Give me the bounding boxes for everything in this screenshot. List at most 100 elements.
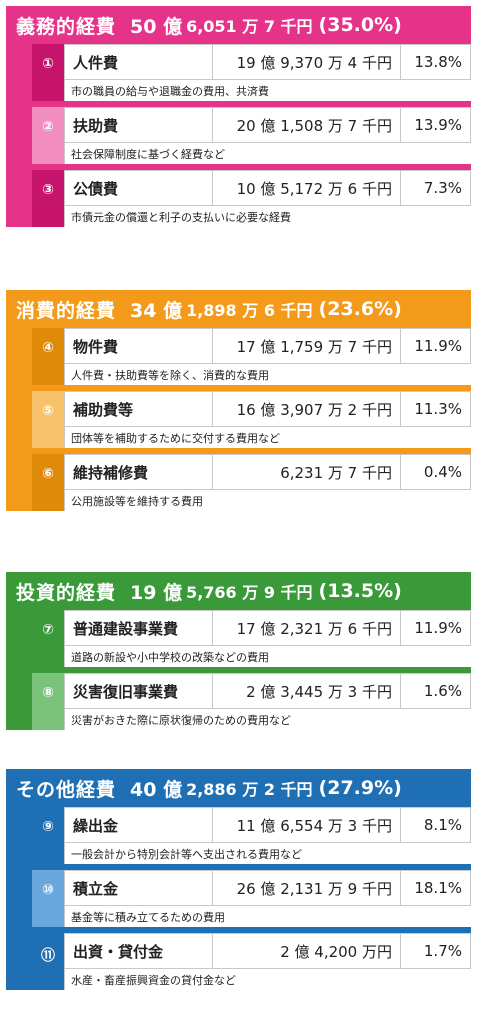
item-description: 市の職員の給与や退職金の費用、共済費 <box>64 79 471 101</box>
item-content: 人件費 19 億 9,370 万 4 千円 13.8% 市の職員の給与や退職金の費用、… <box>64 44 471 101</box>
item-number: ⑨ <box>32 807 64 864</box>
row-divider <box>32 927 471 933</box>
item-content: 繰出金 11 億 6,554 万 3 千円 8.1% 一般会計から特別会計等へ支出され… <box>64 807 471 864</box>
item-content: 扶助費 20 億 1,508 万 7 千円 13.9% 社会保障制度に基づく経費など <box>64 107 471 164</box>
expense-section: 投資的経費 19 億 5,766 万 9 千円 (13.5%) ⑦ 普通建設事業費 17 億… <box>6 572 471 730</box>
section-total-oku: 40 億 <box>130 778 183 801</box>
item-percent: 11.9% <box>401 611 471 645</box>
item-main-line: 積立金 26 億 2,131 万 9 千円 18.1% <box>64 870 471 905</box>
item-description: 一般会計から特別会計等へ支出される費用など <box>64 842 471 864</box>
item-percent: 0.4% <box>401 455 471 489</box>
section-total-percent: (23.6%) <box>318 298 402 320</box>
item-content: 維持補修費 6,231 万 7 千円 0.4% 公用施設等を維持する費用 <box>64 454 471 511</box>
section-total-percent: (13.5%) <box>318 580 402 602</box>
section-side-bar <box>6 328 32 511</box>
item-number-label: ⑧ <box>42 685 54 701</box>
item-name: 公債費 <box>65 171 213 205</box>
item-amount: 2 億 4,200 万円 <box>213 934 401 968</box>
item-name: 普通建設事業費 <box>65 611 213 645</box>
item-description: 市債元金の償還と利子の支払いに必要な経費 <box>64 205 471 227</box>
item-number-label: ⑪ <box>41 948 55 964</box>
item-amount: 2 億 3,445 万 3 千円 <box>213 674 401 708</box>
expense-section: 義務的経費 50 億 6,051 万 7 千円 (35.0%) ① 人件費 19 億 9,3… <box>6 6 471 227</box>
section-body: ① 人件費 19 億 9,370 万 4 千円 13.8% 市の職員の給与や退職金の費用… <box>6 44 471 227</box>
item-number: ⑩ <box>32 870 64 927</box>
item-name: 扶助費 <box>65 108 213 142</box>
item-content: 出資・貸付金 2 億 4,200 万円 1.7% 水産・畜産振興資金の貸付金など <box>64 933 471 990</box>
section-header: 義務的経費 50 億 6,051 万 7 千円 (35.0%) <box>6 6 471 44</box>
item-main-line: 出資・貸付金 2 億 4,200 万円 1.7% <box>64 933 471 968</box>
item-name: 繰出金 <box>65 808 213 842</box>
item-name: 積立金 <box>65 871 213 905</box>
section-total-percent: (27.9%) <box>318 777 402 799</box>
item-main-line: 人件費 19 億 9,370 万 4 千円 13.8% <box>64 44 471 79</box>
item-content: 補助費等 16 億 3,907 万 2 千円 11.3% 団体等を補助するために交付す… <box>64 391 471 448</box>
row-divider <box>32 667 471 673</box>
section-total-man: 6,051 万 7 千円 <box>186 17 313 36</box>
item-percent: 1.6% <box>401 674 471 708</box>
item-description: 水産・畜産振興資金の貸付金など <box>64 968 471 990</box>
row-divider <box>32 164 471 170</box>
section-total-man: 5,766 万 9 千円 <box>186 583 313 602</box>
item-content: 積立金 26 億 2,131 万 9 千円 18.1% 基金等に積み立てるための費用 <box>64 870 471 927</box>
item-amount: 26 億 2,131 万 9 千円 <box>213 871 401 905</box>
item-name: 維持補修費 <box>65 455 213 489</box>
section-side-bar <box>6 807 32 990</box>
section-total-man: 2,886 万 2 千円 <box>186 780 313 799</box>
section-title: その他経費 <box>16 778 117 801</box>
section-total-oku: 19 億 <box>130 581 183 604</box>
item-description: 基金等に積み立てるための費用 <box>64 905 471 927</box>
section-side-bar <box>6 44 32 227</box>
item-number: ⑥ <box>32 454 64 511</box>
item-number-label: ⑤ <box>42 403 54 419</box>
item-number: ⑦ <box>32 610 64 667</box>
item-main-line: 扶助費 20 億 1,508 万 7 千円 13.9% <box>64 107 471 142</box>
section-header: 投資的経費 19 億 5,766 万 9 千円 (13.5%) <box>6 572 471 610</box>
section-total-man: 1,898 万 6 千円 <box>186 301 313 320</box>
item-amount: 11 億 6,554 万 3 千円 <box>213 808 401 842</box>
item-number: ④ <box>32 328 64 385</box>
item-percent: 7.3% <box>401 171 471 205</box>
item-percent: 18.1% <box>401 871 471 905</box>
expense-section: その他経費 40 億 2,886 万 2 千円 (27.9%) ⑨ 繰出金 11 億 6,5… <box>6 769 471 990</box>
item-main-line: 維持補修費 6,231 万 7 千円 0.4% <box>64 454 471 489</box>
list-item: ① 人件費 19 億 9,370 万 4 千円 13.8% 市の職員の給与や退職金の費用… <box>32 44 471 101</box>
item-description: 人件費・扶助費等を除く、消費的な費用 <box>64 363 471 385</box>
list-item: ⑪ 出資・貸付金 2 億 4,200 万円 1.7% 水産・畜産振興資金の貸付金など <box>32 933 471 990</box>
item-main-line: 繰出金 11 億 6,554 万 3 千円 8.1% <box>64 807 471 842</box>
item-amount: 10 億 5,172 万 6 千円 <box>213 171 401 205</box>
item-list: ⑨ 繰出金 11 億 6,554 万 3 千円 8.1% 一般会計から特別会計等へ支出さ… <box>32 807 471 990</box>
item-name: 物件費 <box>65 329 213 363</box>
item-number-label: ③ <box>42 182 54 198</box>
item-number-label: ⑨ <box>42 819 54 835</box>
item-number: ⑤ <box>32 391 64 448</box>
item-description: 道路の新設や小中学校の改築などの費用 <box>64 645 471 667</box>
section-total-oku: 50 億 <box>130 15 183 38</box>
section-total-percent: (35.0%) <box>318 14 402 36</box>
list-item: ⑦ 普通建設事業費 17 億 2,321 万 6 千円 11.9% 道路の新設や小中学校… <box>32 610 471 667</box>
item-description: 団体等を補助するために交付する費用など <box>64 426 471 448</box>
item-percent: 13.8% <box>401 45 471 79</box>
section-body: ⑦ 普通建設事業費 17 億 2,321 万 6 千円 11.9% 道路の新設や小中学校… <box>6 610 471 730</box>
expense-section: 消費的経費 34 億 1,898 万 6 千円 (23.6%) ④ 物件費 17 億 1,7… <box>6 290 471 511</box>
list-item: ⑧ 災害復旧事業費 2 億 3,445 万 3 千円 1.6% 災害がおきた際に原状復帰… <box>32 673 471 730</box>
item-content: 公債費 10 億 5,172 万 6 千円 7.3% 市債元金の償還と利子の支払いに必… <box>64 170 471 227</box>
item-name: 災害復旧事業費 <box>65 674 213 708</box>
list-item: ② 扶助費 20 億 1,508 万 7 千円 13.9% 社会保障制度に基づく経費など <box>32 107 471 164</box>
item-number-label: ⑥ <box>42 466 54 482</box>
item-number: ② <box>32 107 64 164</box>
item-main-line: 普通建設事業費 17 億 2,321 万 6 千円 11.9% <box>64 610 471 645</box>
item-main-line: 公債費 10 億 5,172 万 6 千円 7.3% <box>64 170 471 205</box>
item-percent: 8.1% <box>401 808 471 842</box>
item-content: 災害復旧事業費 2 億 3,445 万 3 千円 1.6% 災害がおきた際に原状復帰の… <box>64 673 471 730</box>
section-body: ④ 物件費 17 億 1,759 万 7 千円 11.9% 人件費・扶助費等を除く、消費… <box>6 328 471 511</box>
section-title: 消費的経費 <box>16 299 117 322</box>
section-header: 消費的経費 34 億 1,898 万 6 千円 (23.6%) <box>6 290 471 328</box>
section-total-oku: 34 億 <box>130 299 183 322</box>
list-item: ⑤ 補助費等 16 億 3,907 万 2 千円 11.3% 団体等を補助するために交付… <box>32 391 471 448</box>
item-number-label: ④ <box>42 340 54 356</box>
item-amount: 19 億 9,370 万 4 千円 <box>213 45 401 79</box>
item-percent: 1.7% <box>401 934 471 968</box>
list-item: ④ 物件費 17 億 1,759 万 7 千円 11.9% 人件費・扶助費等を除く、消費… <box>32 328 471 385</box>
item-name: 人件費 <box>65 45 213 79</box>
